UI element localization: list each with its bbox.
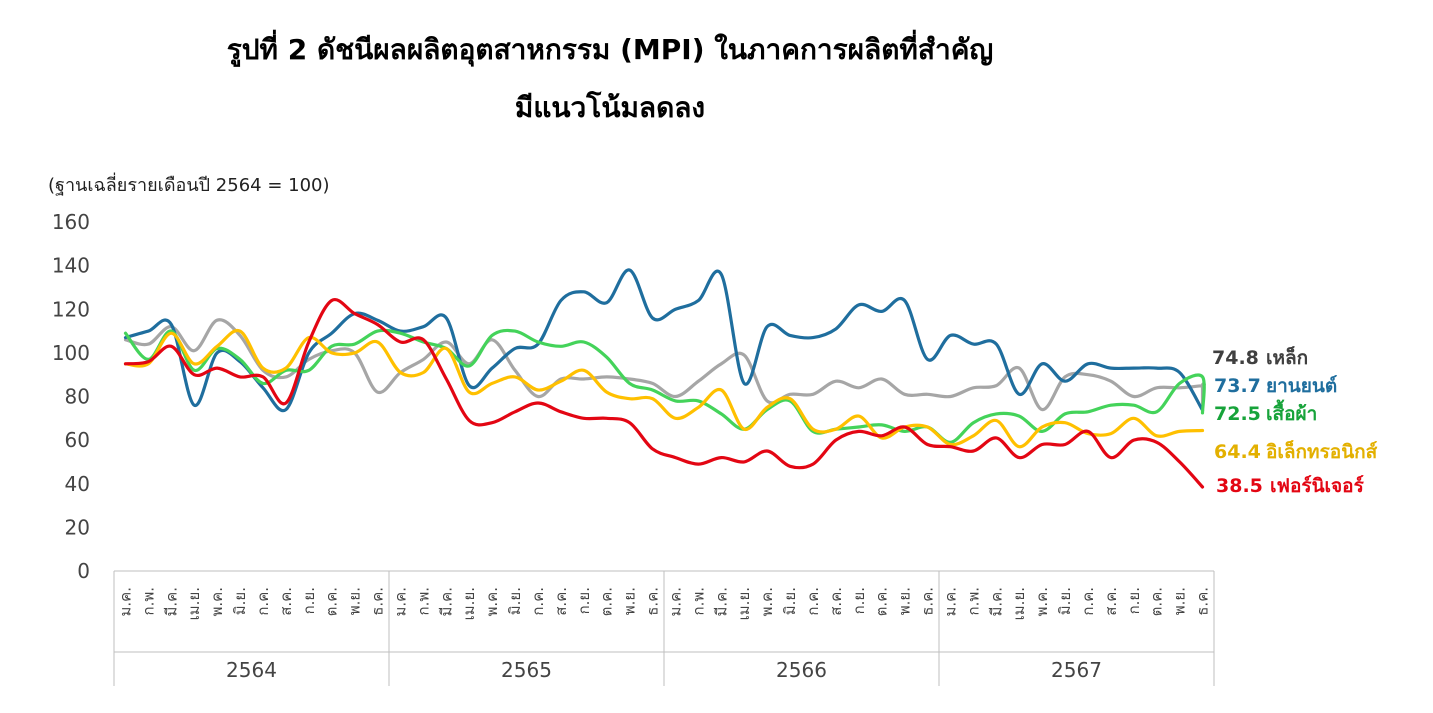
x-tick-label: เม.ย.: [735, 587, 753, 620]
year-label: 2565: [501, 658, 552, 682]
chart-title-line1: รูปที่ 2 ดัชนีผลผลิตอุตสาหกรรม (MPI) ในภ…: [226, 33, 994, 66]
x-tick-label: มี.ค.: [987, 587, 1005, 616]
x-tick-label: ม.ค.: [666, 587, 684, 616]
x-tick-label: ก.ย.: [575, 587, 593, 614]
y-tick-label: 100: [52, 341, 90, 365]
x-tick-label: ก.ค.: [1079, 587, 1097, 616]
end-value-label: 74.8: [1212, 347, 1259, 369]
x-tick-label: พ.ย.: [346, 587, 364, 615]
unit-note: (ฐานเฉลี่ยรายเดือนปี 2564 = 100): [48, 175, 330, 196]
chart-title-line2: มีแนวโน้มลดลง: [514, 91, 706, 124]
x-tick-label: ธ.ค.: [919, 587, 937, 616]
series-name-label: อิเล็กทรอนิกส์: [1266, 439, 1378, 463]
x-tick-label: มี.ค.: [437, 587, 455, 616]
x-tick-label: ส.ค.: [827, 587, 845, 616]
end-value-label: 72.5: [1214, 403, 1261, 425]
x-tick-label: ส.ค.: [1102, 587, 1120, 616]
series-name-label: เสื้อผ้า: [1266, 399, 1317, 425]
x-tick-label: ต.ค.: [873, 587, 891, 616]
x-tick-label: ม.ค.: [941, 587, 959, 616]
x-tick-label: มิ.ย.: [506, 587, 524, 615]
y-tick-label: 160: [52, 210, 90, 234]
x-tick-label: ก.ค.: [804, 587, 822, 616]
series-line: [123, 268, 1205, 413]
x-tick-label: พ.ย.: [896, 587, 914, 615]
x-tick-label: เม.ย.: [1010, 587, 1028, 620]
x-tick-label: พ.ค.: [208, 587, 226, 616]
x-tick-label: มี.ค.: [162, 587, 180, 616]
x-tick-label: ม.ค.: [391, 587, 409, 616]
series-line: [123, 328, 1206, 444]
x-tick-label: ก.พ.: [964, 587, 982, 616]
x-tick-label: ส.ค.: [552, 587, 570, 616]
series-line: [123, 328, 1205, 449]
x-tick-label: ก.พ.: [689, 587, 707, 616]
x-tick-label: ก.พ.: [414, 587, 432, 616]
x-tick-label: ต.ค.: [323, 587, 341, 616]
end-value-label: 38.5: [1216, 475, 1263, 497]
end-value-label: 64.4: [1214, 441, 1261, 463]
x-tick-label: มี.ค.: [712, 587, 730, 616]
x-tick-label: ต.ค.: [1148, 587, 1166, 616]
x-tick-label: พ.ย.: [621, 587, 639, 615]
x-tick-label: พ.ค.: [758, 587, 776, 616]
x-tick-label: มิ.ย.: [1056, 587, 1074, 615]
y-tick-label: 20: [65, 515, 90, 539]
series-name-label: เฟอร์นิเจอร์: [1270, 475, 1365, 497]
y-tick-label: 120: [52, 297, 90, 321]
y-tick-label: 40: [65, 472, 90, 496]
year-label: 2566: [776, 658, 827, 682]
x-tick-label: มิ.ย.: [781, 587, 799, 615]
series-line: [123, 297, 1205, 489]
x-tick-label: ม.ค.: [116, 587, 134, 616]
end-value-label: 73.7: [1214, 375, 1261, 397]
x-tick-label: ธ.ค.: [644, 587, 662, 616]
x-tick-label: ต.ค.: [598, 587, 616, 616]
y-tick-label: 60: [65, 428, 90, 452]
x-tick-label: มิ.ย.: [231, 587, 249, 615]
year-label: 2567: [1051, 658, 1102, 682]
year-label: 2564: [226, 658, 277, 682]
x-tick-label: ส.ค.: [277, 587, 295, 616]
x-tick-label: ก.ค.: [529, 587, 547, 616]
x-tick-label: ก.พ.: [139, 587, 157, 616]
x-tick-label: ก.ย.: [300, 587, 318, 614]
x-tick-label: พ.ค.: [1033, 587, 1051, 616]
x-tick-label: ธ.ค.: [369, 587, 387, 616]
x-tick-label: พ.ค.: [483, 587, 501, 616]
x-tick-label: ก.ย.: [850, 587, 868, 614]
x-tick-label: เม.ย.: [460, 587, 478, 620]
y-tick-label: 0: [77, 559, 90, 583]
x-tick-label: พ.ย.: [1171, 587, 1189, 615]
y-tick-label: 80: [65, 385, 90, 409]
series-name-label: เหล็ก: [1266, 345, 1308, 369]
x-tick-label: ธ.ค.: [1194, 587, 1212, 616]
x-tick-label: เม.ย.: [185, 587, 203, 620]
y-tick-label: 140: [52, 254, 90, 278]
x-tick-label: ก.ค.: [254, 587, 272, 616]
x-tick-label: ก.ย.: [1125, 587, 1143, 614]
series-name-label: ยานยนต์: [1266, 375, 1337, 397]
